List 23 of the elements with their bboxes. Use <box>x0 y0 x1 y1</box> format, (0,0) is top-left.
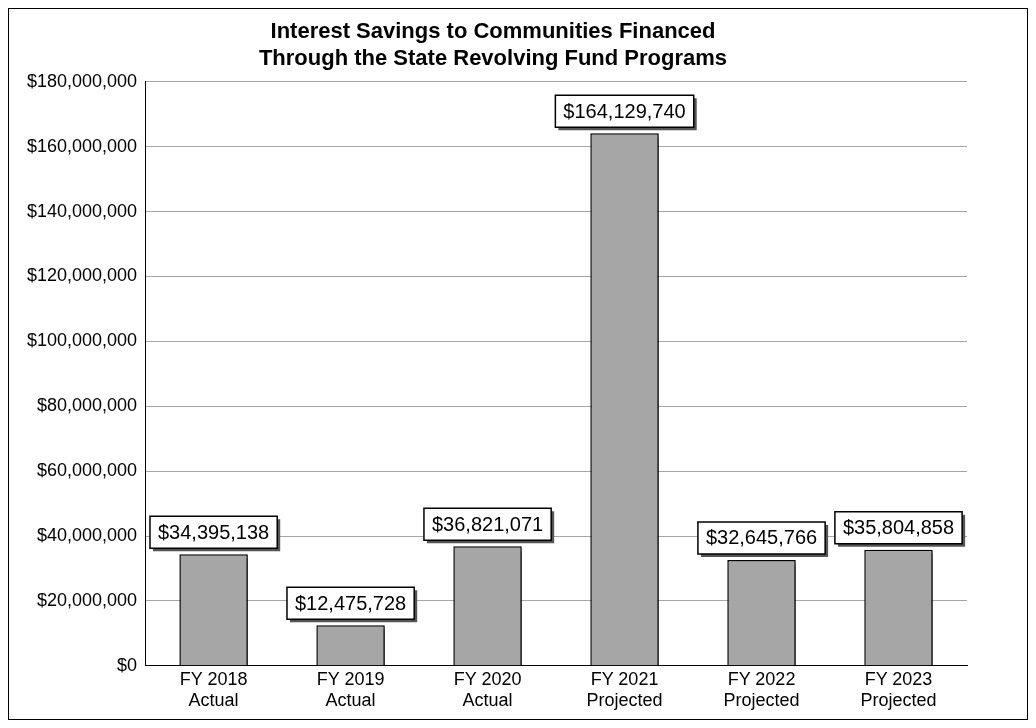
y-tick-label: $140,000,000 <box>27 200 138 221</box>
data-label: $34,395,138 <box>157 520 270 543</box>
x-tick-label: FY 2021 Projected <box>586 668 663 711</box>
y-tick-label: $160,000,000 <box>27 135 138 156</box>
x-tick-label: FY 2022 Projected <box>723 668 800 711</box>
y-tick-label: $0 <box>117 654 138 675</box>
y-tick-label: $60,000,000 <box>37 460 138 481</box>
data-label: $35,804,858 <box>842 516 955 539</box>
x-tick-label: FY 2018 Actual <box>179 668 248 711</box>
data-label: $36,821,071 <box>431 512 544 535</box>
y-tick-label: $100,000,000 <box>27 330 138 351</box>
x-tick-label: FY 2020 Actual <box>453 668 522 711</box>
y-tick-label: $20,000,000 <box>37 589 138 610</box>
data-label: $164,129,740 <box>563 99 686 122</box>
x-tick-label: FY 2023 Projected <box>860 668 937 711</box>
data-label: $12,475,728 <box>294 591 407 614</box>
y-tick-label: $80,000,000 <box>37 395 138 416</box>
y-tick-label: $40,000,000 <box>37 524 138 545</box>
y-tick-label: $180,000,000 <box>27 70 138 91</box>
y-tick-label: $120,000,000 <box>27 265 138 286</box>
x-tick-label: FY 2019 Actual <box>316 668 385 711</box>
chart-title: Interest Savings to Communities Financed Through the State Revolving Fund Programs <box>258 18 728 70</box>
data-label: $32,645,766 <box>705 526 818 549</box>
